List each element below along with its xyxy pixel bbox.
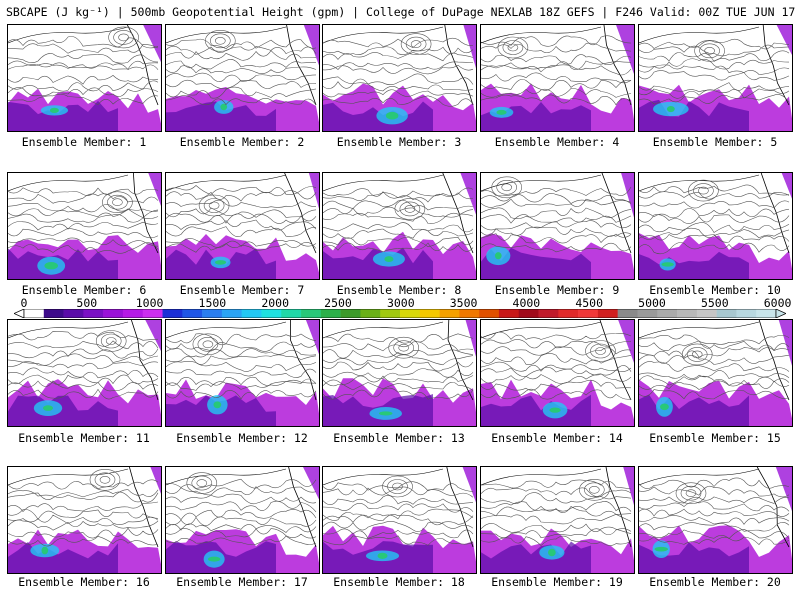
ensemble-member-panel	[480, 24, 635, 132]
ensemble-member-label: Ensemble Member: 19	[491, 575, 623, 589]
colorbar-swatch	[439, 309, 460, 318]
colorbar-swatch	[736, 309, 757, 318]
colorbar-swatch	[538, 309, 559, 318]
ensemble-member-label: Ensemble Member: 9	[494, 283, 620, 297]
ensemble-member-panel	[322, 172, 477, 280]
ensemble-member-label: Ensemble Member: 18	[333, 575, 465, 589]
colorbar-swatch	[696, 309, 717, 318]
colorbar-tick-label: 5000	[638, 296, 666, 310]
colorbar-swatch	[202, 309, 223, 318]
colorbar-swatch	[301, 309, 322, 318]
ensemble-member-panel	[638, 24, 793, 132]
colorbar-swatch	[122, 309, 144, 318]
ensemble-member-label: Ensemble Member: 1	[21, 135, 147, 149]
colorbar-swatch	[498, 309, 520, 318]
colorbar-swatch	[103, 309, 124, 318]
colorbar-swatch	[83, 309, 104, 318]
colorbar-swatch	[43, 309, 64, 318]
ensemble-member-panel	[165, 466, 320, 574]
ensemble-member-panel	[165, 319, 320, 427]
colorbar-swatch	[142, 309, 163, 318]
colorbar-swatch	[657, 309, 678, 318]
colorbar-tick-label: 4500	[575, 296, 604, 310]
ensemble-member-panel	[480, 172, 635, 280]
colorbar-swatch	[459, 309, 480, 318]
ensemble-member-label: Ensemble Member: 12	[176, 431, 308, 445]
colorbar-swatch	[360, 309, 381, 318]
ensemble-member-label: Ensemble Member: 3	[336, 135, 462, 149]
ensemble-member-label: Ensemble Member: 15	[649, 431, 781, 445]
ensemble-member-label: Ensemble Member: 8	[336, 283, 462, 297]
colorbar-tick-label: 6000	[763, 296, 792, 310]
ensemble-member-label: Ensemble Member: 13	[333, 431, 465, 445]
colorbar-swatch	[241, 309, 262, 318]
colorbar-swatch	[63, 309, 84, 318]
ensemble-member-panel	[322, 24, 477, 132]
ensemble-member-panel	[7, 319, 162, 427]
colorbar-swatch	[400, 309, 421, 318]
ensemble-member-panel	[165, 24, 320, 132]
ensemble-member-label: Ensemble Member: 16	[18, 575, 150, 589]
colorbar-tick-label: 2000	[261, 296, 290, 310]
sbcape-colorbar	[14, 309, 786, 318]
ensemble-member-panel	[7, 24, 162, 132]
ensemble-member-label: Ensemble Member: 7	[179, 283, 305, 297]
colorbar-tick-label: 5500	[700, 296, 729, 310]
ensemble-member-label: Ensemble Member: 5	[652, 135, 778, 149]
colorbar-swatch	[380, 309, 401, 318]
ensemble-member-panel	[638, 319, 793, 427]
colorbar-swatch	[221, 309, 242, 318]
ensemble-member-label: Ensemble Member: 20	[649, 575, 781, 589]
colorbar-swatch	[479, 309, 500, 318]
colorbar-tick-label: 0	[20, 296, 28, 310]
colorbar-swatch	[419, 309, 440, 318]
ensemble-member-label: Ensemble Member: 2	[179, 135, 305, 149]
colorbar-swatch	[677, 309, 698, 318]
colorbar-swatch	[597, 309, 618, 318]
colorbar-tick-label: 1500	[198, 296, 227, 310]
colorbar-swatch	[637, 309, 658, 318]
ensemble-member-panel	[165, 172, 320, 280]
colorbar-swatch	[281, 309, 302, 318]
colorbar-tick-label: 3500	[449, 296, 478, 310]
colorbar-swatch	[261, 309, 282, 318]
ensemble-member-label: Ensemble Member: 10	[649, 283, 781, 297]
colorbar-swatch	[756, 309, 777, 318]
ensemble-member-label: Ensemble Member: 11	[18, 431, 150, 445]
colorbar-swatch	[558, 309, 579, 318]
ensemble-member-label: Ensemble Member: 6	[21, 283, 147, 297]
colorbar-swatch	[716, 309, 737, 318]
colorbar-swatch	[578, 309, 599, 318]
ensemble-member-label: Ensemble Member: 14	[491, 431, 623, 445]
ensemble-member-label: Ensemble Member: 4	[494, 135, 620, 149]
ensemble-member-label: Ensemble Member: 17	[176, 575, 308, 589]
colorbar-tick-label: 500	[76, 296, 98, 310]
colorbar-swatch	[24, 309, 45, 318]
ensemble-member-panel	[7, 172, 162, 280]
colorbar-swatch	[340, 309, 361, 318]
colorbar-swatch	[162, 309, 183, 318]
ensemble-member-panel	[322, 319, 477, 427]
ensemble-member-panel	[7, 466, 162, 574]
colorbar-swatch	[320, 309, 341, 318]
colorbar-tick-label: 3000	[386, 296, 415, 310]
ensemble-member-panel	[322, 466, 477, 574]
colorbar-swatch	[518, 309, 539, 318]
colorbar-tick-label: 2500	[324, 296, 352, 310]
colorbar-swatch	[182, 309, 203, 318]
colorbar-tick-label: 4000	[512, 296, 541, 310]
ensemble-member-panel	[480, 466, 635, 574]
ensemble-member-panel	[638, 466, 793, 574]
ensemble-member-panel	[480, 319, 635, 427]
ensemble-member-panel	[638, 172, 793, 280]
colorbar-swatch	[617, 309, 638, 318]
chart-header: SBCAPE (J kg⁻¹) | 500mb Geopotential Hei…	[6, 5, 800, 19]
colorbar-tick-label: 1000	[135, 296, 164, 310]
